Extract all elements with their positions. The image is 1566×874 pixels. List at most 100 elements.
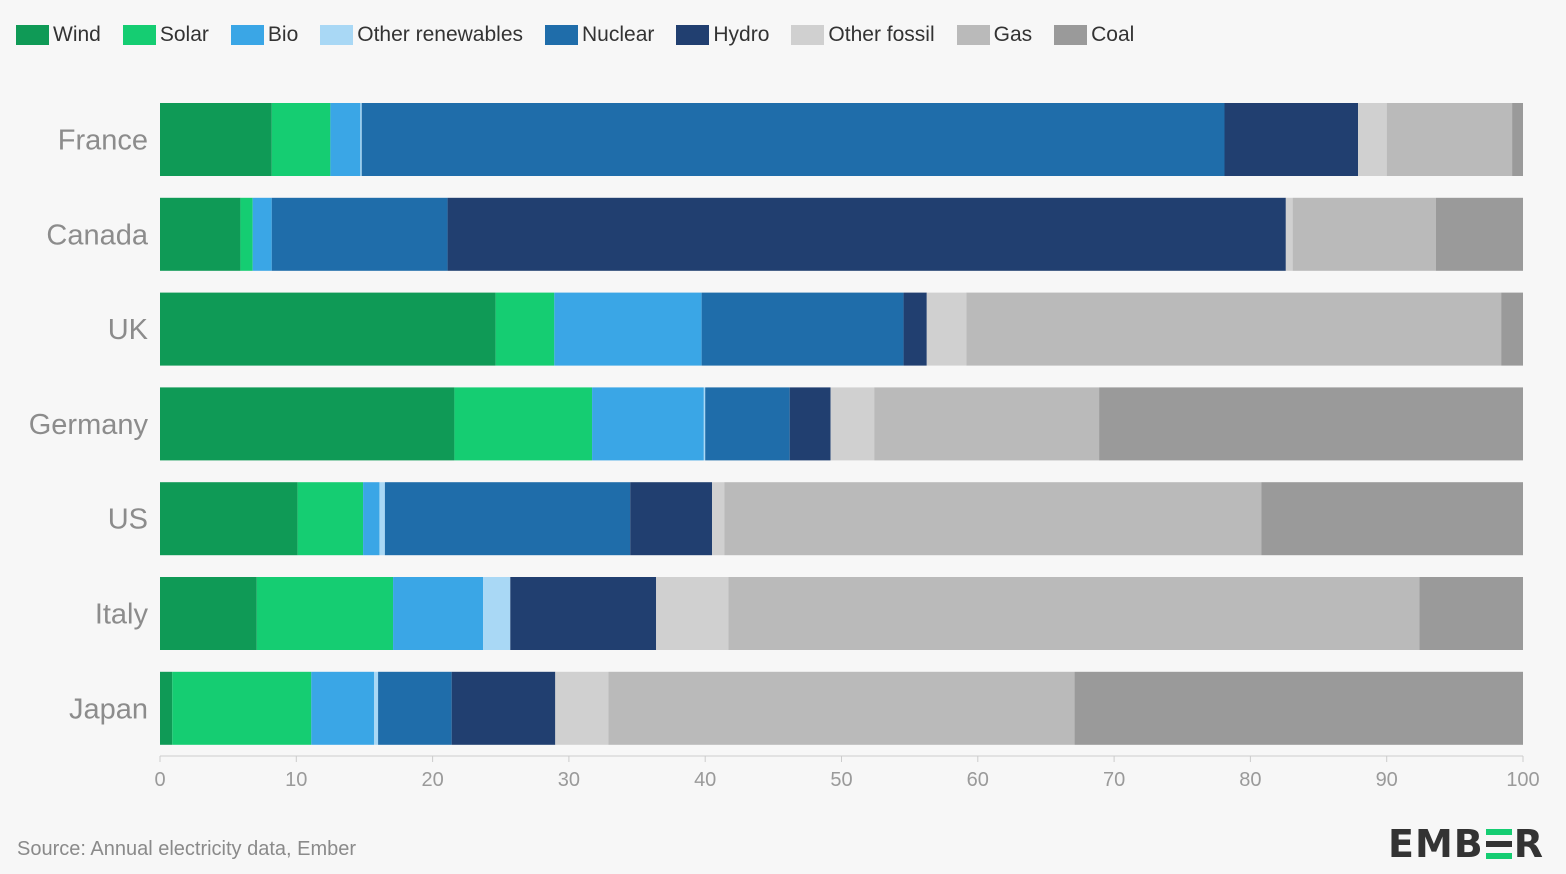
bar-segment-france-hydro <box>1224 103 1359 176</box>
bar-segment-france-other-renewables <box>360 103 362 176</box>
bar-segment-canada-coal <box>1435 197 1523 271</box>
legend-swatch <box>1054 25 1088 45</box>
bar-segment-us-nuclear <box>384 482 631 556</box>
legend-item-other-fossil: Other fossil <box>791 23 935 47</box>
source-note: Source: Annual electricity data, Ember <box>17 838 357 860</box>
x-tick-label: 70 <box>1103 769 1125 791</box>
x-tick-label: 40 <box>694 769 716 791</box>
legend-item-coal: Coal <box>1054 23 1134 47</box>
legend-label: Gas <box>993 23 1033 46</box>
bar-segment-us-gas <box>724 482 1262 556</box>
bar-segment-japan-other-renewables <box>373 671 379 745</box>
category-label: UK <box>108 314 149 346</box>
bar-segment-us-solar <box>297 482 364 556</box>
bar-segment-italy-wind <box>160 577 257 650</box>
legend-label: Other renewables <box>357 23 524 46</box>
bar-segment-us-hydro <box>630 482 713 556</box>
bar-segment-germany-wind <box>160 387 455 461</box>
bar-segment-japan-coal <box>1074 671 1523 745</box>
category-label: Germany <box>29 409 149 441</box>
legend-swatch <box>320 25 354 45</box>
bar-segment-us-other-renewables <box>379 482 385 556</box>
legend-swatch <box>230 25 264 45</box>
bar-segment-canada-other-fossil <box>1285 197 1293 271</box>
bar-segment-canada-wind <box>160 197 241 271</box>
legend-swatch <box>545 25 579 45</box>
legend-item-nuclear: Nuclear <box>545 23 654 47</box>
legend-item-bio: Bio <box>230 23 299 47</box>
bar-segment-uk-wind <box>160 292 496 366</box>
bar-segment-us-other-fossil <box>712 482 725 556</box>
legend-label: Hydro <box>713 23 770 46</box>
legend-swatch <box>16 25 49 45</box>
bar-segment-canada-solar <box>240 197 253 271</box>
category-label: France <box>58 125 148 157</box>
bar-segment-france-bio <box>330 103 361 176</box>
bar-segment-germany-coal <box>1099 387 1523 461</box>
bar-segment-japan-nuclear <box>378 671 452 745</box>
bar-segment-france-solar <box>271 103 331 176</box>
legend: Wind Solar Bio Other renewables Nuclear Hydro… <box>16 20 1156 50</box>
x-tick-label: 20 <box>421 769 443 791</box>
legend-label: Coal <box>1091 23 1135 46</box>
x-tick-label: 0 <box>154 769 165 791</box>
bar-segment-germany-hydro <box>789 387 831 461</box>
x-tick-label: 30 <box>558 769 580 791</box>
bar-segment-japan-gas <box>608 671 1075 745</box>
legend-swatch <box>956 25 990 45</box>
bar-segment-italy-coal <box>1419 577 1523 650</box>
x-tick-label: 90 <box>1376 769 1398 791</box>
category-label: Italy <box>95 599 149 631</box>
bar-segment-italy-other-fossil <box>656 577 729 650</box>
bar-segment-canada-nuclear <box>271 197 448 271</box>
legend-swatch <box>676 25 710 45</box>
bar-segment-us-bio <box>363 482 380 556</box>
legend-label: Wind <box>53 23 101 46</box>
bar-segment-germany-other-fossil <box>830 387 875 461</box>
logo-e-mark <box>1485 828 1512 860</box>
bar-segment-uk-bio <box>554 292 702 366</box>
bar-segment-france-gas <box>1386 103 1513 176</box>
bar-segment-uk-other-fossil <box>926 292 967 366</box>
logo-text-right: R <box>1513 822 1545 866</box>
legend-label: Other fossil <box>828 23 935 46</box>
bar-segment-canada-gas <box>1292 197 1436 271</box>
bar-segment-italy-hydro <box>510 577 657 650</box>
bar-segment-japan-hydro <box>451 671 556 745</box>
legend-item-gas: Gas <box>956 23 1033 47</box>
bar-segment-germany-other-renewables <box>703 387 706 461</box>
bar-segment-uk-gas <box>966 292 1502 366</box>
bar-segment-japan-wind <box>160 671 173 745</box>
x-tick-label: 60 <box>967 769 989 791</box>
x-tick-label: 50 <box>830 769 852 791</box>
legend-label: Nuclear <box>582 23 655 46</box>
x-tick-label: 10 <box>285 769 307 791</box>
x-tick-label: 80 <box>1239 769 1261 791</box>
legend-swatch <box>791 25 825 45</box>
category-label: Canada <box>46 219 148 251</box>
legend-label: Bio <box>267 23 299 46</box>
category-label: US <box>108 504 148 536</box>
logo-text-left: EMB <box>1388 822 1484 866</box>
legend-item-other-renewables: Other renewables <box>320 23 523 47</box>
legend-label: Solar <box>159 23 209 46</box>
bar-segment-germany-gas <box>874 387 1100 461</box>
bar-segment-uk-nuclear <box>701 292 904 366</box>
bar-segment-us-coal <box>1261 482 1523 556</box>
bar-segment-japan-other-fossil <box>555 671 609 745</box>
bar-segment-uk-hydro <box>903 292 927 366</box>
bar-segment-japan-bio <box>311 671 374 745</box>
bar-segment-france-other-fossil <box>1358 103 1387 176</box>
bar-segment-canada-hydro <box>447 197 1286 271</box>
legend-item-solar: Solar <box>122 23 209 47</box>
bar-segment-italy-bio <box>393 577 484 650</box>
bar-segment-uk-coal <box>1501 292 1523 366</box>
bar-segment-italy-solar <box>256 577 394 650</box>
bar-segment-italy-gas <box>728 577 1420 650</box>
bar-segment-italy-other-renewables <box>483 577 511 650</box>
bar-segment-france-coal <box>1512 103 1523 176</box>
bar-segment-germany-nuclear <box>705 387 790 461</box>
bar-segment-france-nuclear <box>361 103 1225 176</box>
bar-segment-france-wind <box>160 103 272 176</box>
